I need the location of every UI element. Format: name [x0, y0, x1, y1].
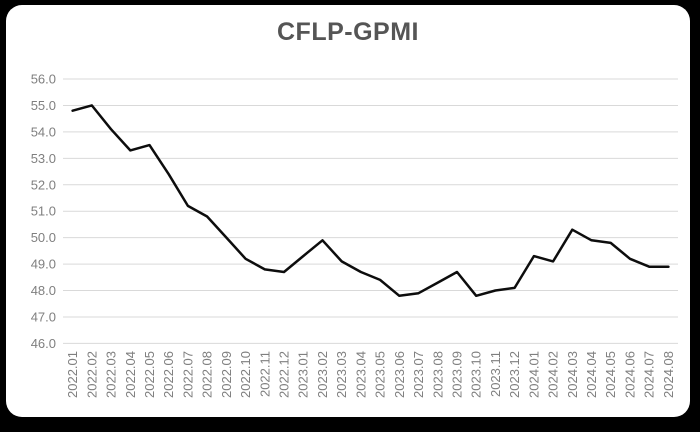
- x-axis-tick-label: 2022.05: [142, 351, 157, 398]
- y-axis-tick-label: 55.0: [31, 98, 56, 113]
- x-axis-tick-label: 2022.08: [200, 351, 215, 398]
- x-axis-tick-label: 2022.03: [104, 351, 119, 398]
- y-axis-tick-label: 56.0: [31, 72, 56, 87]
- x-axis-tick-label: 2022.09: [219, 351, 234, 398]
- x-axis-tick-label: 2022.11: [257, 351, 272, 397]
- chart-title: CFLP-GPMI: [277, 18, 419, 46]
- x-axis-tick-label: 2024.05: [603, 351, 618, 398]
- x-axis-tick-label: 2024.06: [622, 351, 637, 398]
- x-axis-tick-label: 2023.07: [411, 351, 426, 398]
- y-axis-tick-label: 50.0: [31, 230, 56, 245]
- x-axis-tick-label: 2024.02: [546, 351, 561, 398]
- y-axis-tick-label: 49.0: [31, 257, 56, 272]
- y-axis-tick-label: 53.0: [31, 151, 56, 166]
- x-axis-tick-label: 2023.03: [334, 351, 349, 398]
- y-axis-tick-label: 54.0: [31, 124, 56, 139]
- y-axis-tick-label: 46.0: [31, 336, 56, 351]
- x-axis-tick-label: 2022.06: [161, 351, 176, 398]
- x-axis-tick-label: 2022.01: [65, 351, 80, 398]
- x-axis-tick-label: 2023.04: [353, 351, 368, 398]
- x-axis-tick-label: 2022.12: [277, 351, 292, 398]
- y-axis-tick-label: 52.0: [31, 177, 56, 192]
- x-axis-tick-label: 2023.10: [469, 351, 484, 398]
- x-axis-tick-label: 2023.09: [449, 351, 464, 398]
- series-line: [71, 104, 670, 298]
- y-axis-tick-label: 47.0: [31, 309, 56, 324]
- x-axis-tick-label: 2023.05: [373, 351, 388, 398]
- x-axis-tick-label: 2023.12: [507, 351, 522, 398]
- x-axis-tick-label: 2024.03: [565, 351, 580, 398]
- x-axis-tick-label: 2024.08: [661, 351, 676, 398]
- x-axis-tick-label: 2023.01: [296, 351, 311, 398]
- x-axis-tick-label: 2023.06: [392, 351, 407, 398]
- x-axis-tick-label: 2023.08: [430, 351, 445, 398]
- y-axis-tick-label: 48.0: [31, 283, 56, 298]
- x-axis-tick-label: 2024.07: [642, 351, 657, 398]
- x-axis-tick-label: 2023.11: [488, 351, 503, 397]
- x-axis-tick-label: 2024.01: [526, 351, 541, 398]
- x-axis-tick-label: 2024.04: [584, 351, 599, 398]
- x-axis-tick-label: 2022.07: [180, 351, 195, 398]
- x-axis-tick-label: 2022.02: [84, 351, 99, 398]
- x-axis-tick-label: 2022.10: [238, 351, 253, 398]
- x-axis-tick-label: 2023.02: [315, 351, 330, 398]
- y-axis-tick-label: 51.0: [31, 204, 56, 219]
- x-axis-tick-label: 2022.04: [123, 351, 138, 398]
